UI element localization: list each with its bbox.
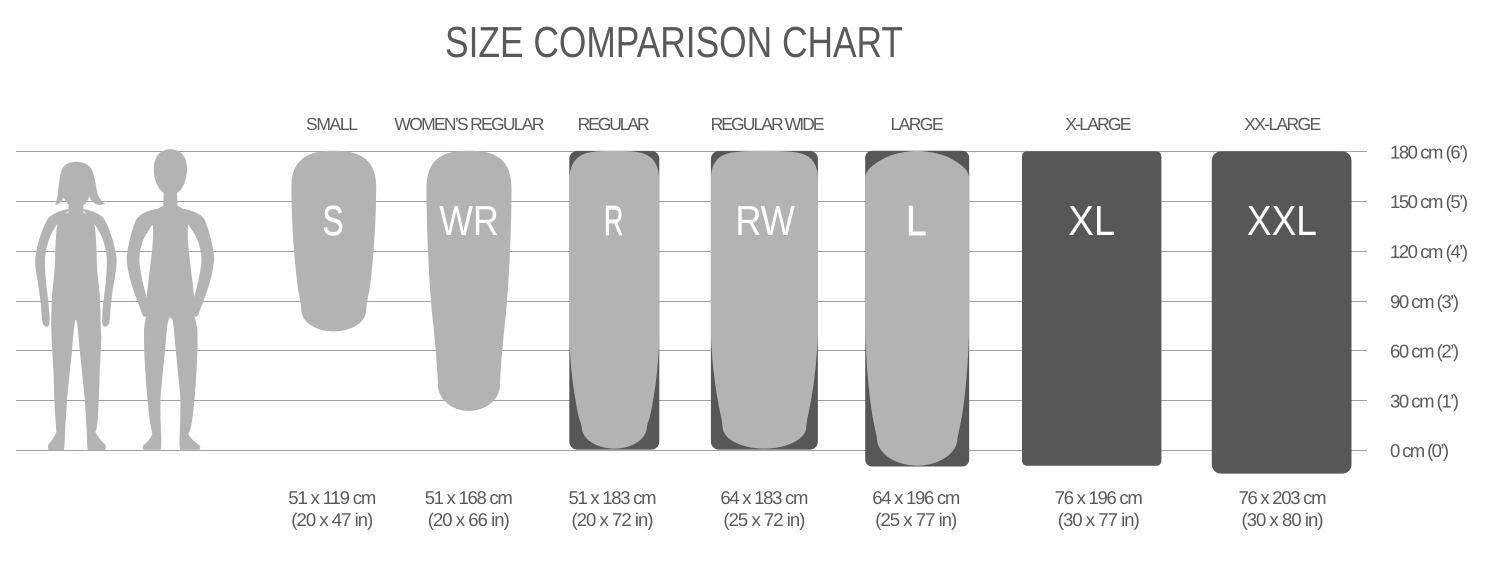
svg-text:51 x 119 cm: 51 x 119 cm [288, 487, 376, 508]
svg-text:76 x 196 cm: 76 x 196 cm [1055, 487, 1143, 508]
svg-text:XX-LARGE: XX-LARGE [1244, 114, 1321, 134]
svg-text:XXL: XXL [1247, 197, 1317, 244]
svg-text:REGULAR WIDE: REGULAR WIDE [711, 114, 825, 134]
svg-text:51 x 168 cm: 51 x 168 cm [425, 487, 513, 508]
svg-text:LARGE: LARGE [891, 114, 944, 134]
svg-text:SMALL: SMALL [306, 114, 358, 134]
svg-text:(25 x 72 in): (25 x 72 in) [723, 509, 805, 530]
svg-text:(20 x 66 in): (20 x 66 in) [428, 509, 510, 530]
svg-text:(20 x 47 in): (20 x 47 in) [291, 509, 373, 530]
svg-text:WR: WR [439, 197, 499, 244]
svg-text:WOMEN’S REGULAR: WOMEN’S REGULAR [394, 114, 544, 134]
svg-text:R: R [604, 197, 624, 244]
svg-text:X-LARGE: X-LARGE [1065, 114, 1131, 134]
svg-text:L: L [906, 197, 927, 244]
svg-text:(25 x 77 in): (25 x 77 in) [875, 509, 957, 530]
svg-text:76 x 203 cm: 76 x 203 cm [1239, 487, 1327, 508]
svg-text:60 cm (2’): 60 cm (2’) [1390, 341, 1459, 362]
svg-text:(30 x 77 in): (30 x 77 in) [1058, 509, 1140, 530]
svg-text:150 cm (5’): 150 cm (5’) [1390, 191, 1468, 212]
svg-text:0 cm (0’): 0 cm (0’) [1390, 440, 1449, 461]
svg-text:64 x 196 cm: 64 x 196 cm [872, 487, 960, 508]
svg-text:S: S [323, 197, 344, 244]
svg-text:SIZE COMPARISON CHART: SIZE COMPARISON CHART [445, 19, 903, 67]
svg-text:(30 x 80 in): (30 x 80 in) [1242, 509, 1324, 530]
svg-text:(20 x 72 in): (20 x 72 in) [572, 509, 654, 530]
svg-text:30 cm (1’): 30 cm (1’) [1390, 390, 1459, 411]
svg-text:RW: RW [735, 197, 795, 244]
svg-text:64 x 183 cm: 64 x 183 cm [720, 487, 808, 508]
svg-text:XL: XL [1068, 197, 1115, 244]
svg-text:REGULAR: REGULAR [578, 114, 650, 134]
svg-text:180 cm (6’): 180 cm (6’) [1390, 141, 1468, 162]
svg-text:90 cm (3’): 90 cm (3’) [1390, 291, 1459, 312]
svg-text:51 x 183 cm: 51 x 183 cm [569, 487, 657, 508]
svg-text:120 cm (4’): 120 cm (4’) [1390, 241, 1468, 262]
